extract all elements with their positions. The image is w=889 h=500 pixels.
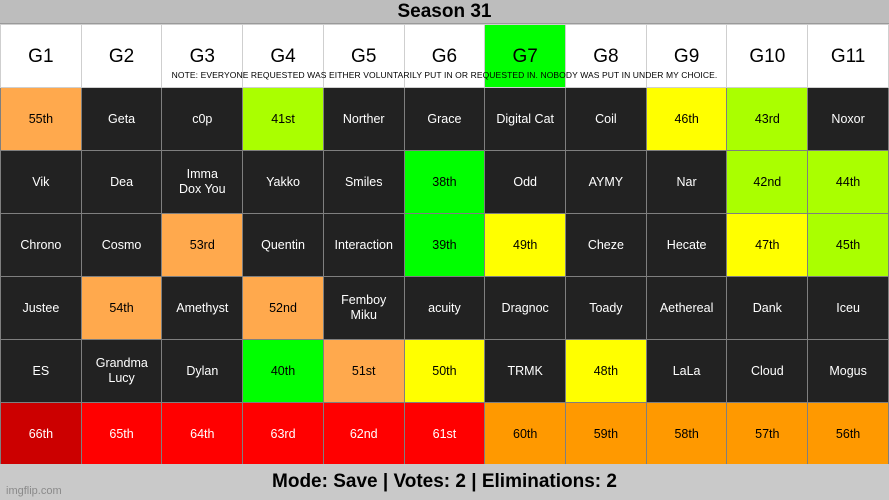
group-header: G6 xyxy=(403,24,486,88)
contestant-cell: Interaction xyxy=(322,213,405,277)
contestant-cell: Smiles xyxy=(322,150,405,214)
contestant-cell: 65th xyxy=(80,402,163,466)
contestant-cell: Dea xyxy=(80,150,163,214)
contestant-cell: 61st xyxy=(403,402,486,466)
contestant-cell: 44th xyxy=(807,150,889,214)
watermark: imgflip.com xyxy=(6,485,62,497)
contestant-cell: 55th xyxy=(0,87,82,151)
contestant-cell: 63rd xyxy=(242,402,324,466)
contestant-cell: Grandma Lucy xyxy=(80,339,163,403)
contestant-cell: Yakko xyxy=(242,150,324,214)
contestant-cell: 58th xyxy=(645,402,728,466)
contestant-cell: 62nd xyxy=(322,402,405,466)
contestant-cell: Dank xyxy=(726,276,809,340)
group-header: G11 xyxy=(807,24,889,88)
contestant-cell: TRMK xyxy=(484,339,567,403)
contestant-cell: 59th xyxy=(565,402,647,466)
contestant-cell: Mogus xyxy=(807,339,889,403)
contestant-cell: Femboy Miku xyxy=(322,276,405,340)
contestant-cell: Cosmo xyxy=(80,213,163,277)
season-title: Season 31 xyxy=(0,0,889,24)
group-header: G5 xyxy=(322,24,405,88)
contestant-cell: 56th xyxy=(807,402,889,466)
contestant-cell: 54th xyxy=(80,276,163,340)
table-row: Chrono Cosmo 53rd Quentin Interaction 39th 49t… xyxy=(0,213,889,277)
contestant-cell: Iceu xyxy=(807,276,889,340)
contestant-cell: acuity xyxy=(403,276,486,340)
contestant-cell: 39th xyxy=(403,213,486,277)
note-text: NOTE: EVERYONE REQUESTED WAS EITHER VOLU… xyxy=(171,70,718,80)
contestant-cell: 50th xyxy=(403,339,486,403)
contestant-cell: Chrono xyxy=(0,213,82,277)
contestant-cell: Imma Dox You xyxy=(161,150,244,214)
contestant-cell: Digital Cat xyxy=(484,87,567,151)
table-row: Justee 54th Amethyst 52nd Femboy Miku acuity D… xyxy=(0,276,889,340)
contestant-cell: 66th xyxy=(0,402,82,466)
grid-body: G1 G2 G3 G4 G5 G6 G7 G8 G9 G10 G11 55th Geta c0p 41st N… xyxy=(0,24,889,466)
contestant-cell: Justee xyxy=(0,276,82,340)
contestant-cell: c0p xyxy=(161,87,244,151)
contestant-cell: Dragnoc xyxy=(484,276,567,340)
contestant-cell: 40th xyxy=(242,339,324,403)
group-header: G10 xyxy=(726,24,809,88)
contestant-cell: 51st xyxy=(322,339,405,403)
contestant-cell: Geta xyxy=(80,87,163,151)
contestant-cell: 53rd xyxy=(161,213,244,277)
contestant-cell: 42nd xyxy=(726,150,809,214)
contestant-cell: Nar xyxy=(645,150,728,214)
table-row: 55th Geta c0p 41st Norther Grace Digital Cat Co… xyxy=(0,87,889,151)
contestant-cell: 38th xyxy=(403,150,486,214)
group-header: G9 xyxy=(645,24,728,88)
table-row: Vik Dea Imma Dox You Yakko Smiles 38th Odd AYMY… xyxy=(0,150,889,214)
contestant-cell: Amethyst xyxy=(161,276,244,340)
contestant-cell: Quentin xyxy=(242,213,324,277)
contestant-cell: Toady xyxy=(565,276,647,340)
contestant-cell: 57th xyxy=(726,402,809,466)
group-header: G8 xyxy=(565,24,647,88)
table-row: ES Grandma Lucy Dylan 40th 51st 50th TRMK 48th L… xyxy=(0,339,889,403)
contestant-cell: ES xyxy=(0,339,82,403)
contestant-cell: Coil xyxy=(565,87,647,151)
contestant-cell: 43rd xyxy=(726,87,809,151)
contestant-cell: 47th xyxy=(726,213,809,277)
contestant-cell: 48th xyxy=(565,339,647,403)
contestant-cell: Norther xyxy=(322,87,405,151)
group-header: G7 xyxy=(484,24,567,88)
mode-footer: Mode: Save | Votes: 2 | Eliminations: 2 xyxy=(0,464,889,500)
contestant-cell: 45th xyxy=(807,213,889,277)
contestant-cell: Cloud xyxy=(726,339,809,403)
group-header-row: G1 G2 G3 G4 G5 G6 G7 G8 G9 G10 G11 xyxy=(0,24,889,88)
table-row: 66th 65th 64th 63rd 62nd 61st 60th 59th 58th 57th… xyxy=(0,402,889,466)
contestant-cell: 49th xyxy=(484,213,567,277)
contestant-cell: 64th xyxy=(161,402,244,466)
contestant-cell: 60th xyxy=(484,402,567,466)
placement-grid: G1 G2 G3 G4 G5 G6 G7 G8 G9 G10 G11 55th Geta c0p 41st N… xyxy=(0,24,889,466)
contestant-cell: Odd xyxy=(484,150,567,214)
contestant-cell: Noxor xyxy=(807,87,889,151)
contestant-cell: 52nd xyxy=(242,276,324,340)
contestant-cell: Cheze xyxy=(565,213,647,277)
contestant-cell: LaLa xyxy=(645,339,728,403)
group-header: G1 xyxy=(0,24,82,88)
contestant-cell: AYMY xyxy=(565,150,647,214)
contestant-cell: Hecate xyxy=(645,213,728,277)
contestant-cell: Dylan xyxy=(161,339,244,403)
contestant-cell: 41st xyxy=(242,87,324,151)
contestant-cell: Vik xyxy=(0,150,82,214)
contestant-cell: Aethereal xyxy=(645,276,728,340)
contestant-cell: Grace xyxy=(403,87,486,151)
contestant-cell: 46th xyxy=(645,87,728,151)
